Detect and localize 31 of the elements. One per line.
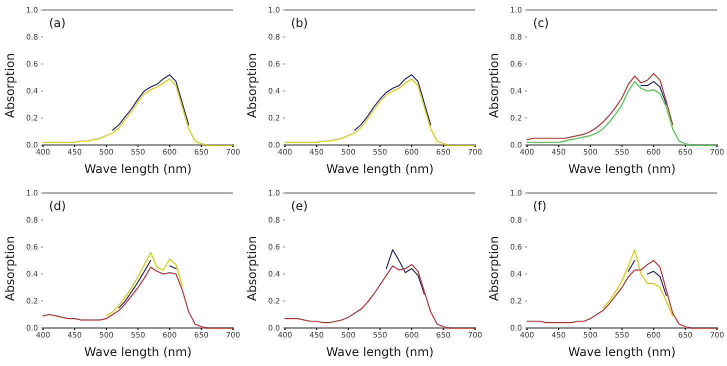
line-series (42, 78, 234, 146)
annotation: (c) (533, 16, 549, 30)
y-axis-title: Absorption (3, 236, 17, 301)
y-axis-title: Absorption (487, 53, 501, 118)
line-series (640, 81, 667, 106)
line-series (386, 249, 425, 295)
annotation: (a) (49, 16, 66, 30)
annotation: (e) (291, 199, 308, 213)
line-series (526, 81, 718, 146)
line-series (602, 249, 674, 316)
line-series (284, 264, 476, 329)
x-axis-title: Wave length (nm) (568, 345, 676, 359)
line-series (526, 260, 718, 329)
line-series (526, 72, 674, 140)
line-series (354, 74, 432, 131)
x-axis-title: Wave length (nm) (84, 162, 192, 176)
y-axis-title: Absorption (3, 53, 17, 118)
line-series (284, 78, 476, 146)
y-axis-title: Absorption (245, 236, 259, 301)
y-axis-title: Absorption (245, 53, 259, 118)
y-axis-title: Absorption (487, 236, 501, 301)
line-series (106, 252, 183, 316)
x-axis-title: Wave length (nm) (84, 345, 192, 359)
annotation: (f) (533, 199, 547, 213)
line-series (112, 74, 190, 131)
annotation: (b) (291, 16, 308, 30)
line-series (42, 266, 234, 329)
annotation: (d) (49, 199, 66, 213)
x-axis-title: Wave length (nm) (326, 162, 434, 176)
x-axis-title: Wave length (nm) (326, 345, 434, 359)
x-axis-title: Wave length (nm) (568, 162, 676, 176)
